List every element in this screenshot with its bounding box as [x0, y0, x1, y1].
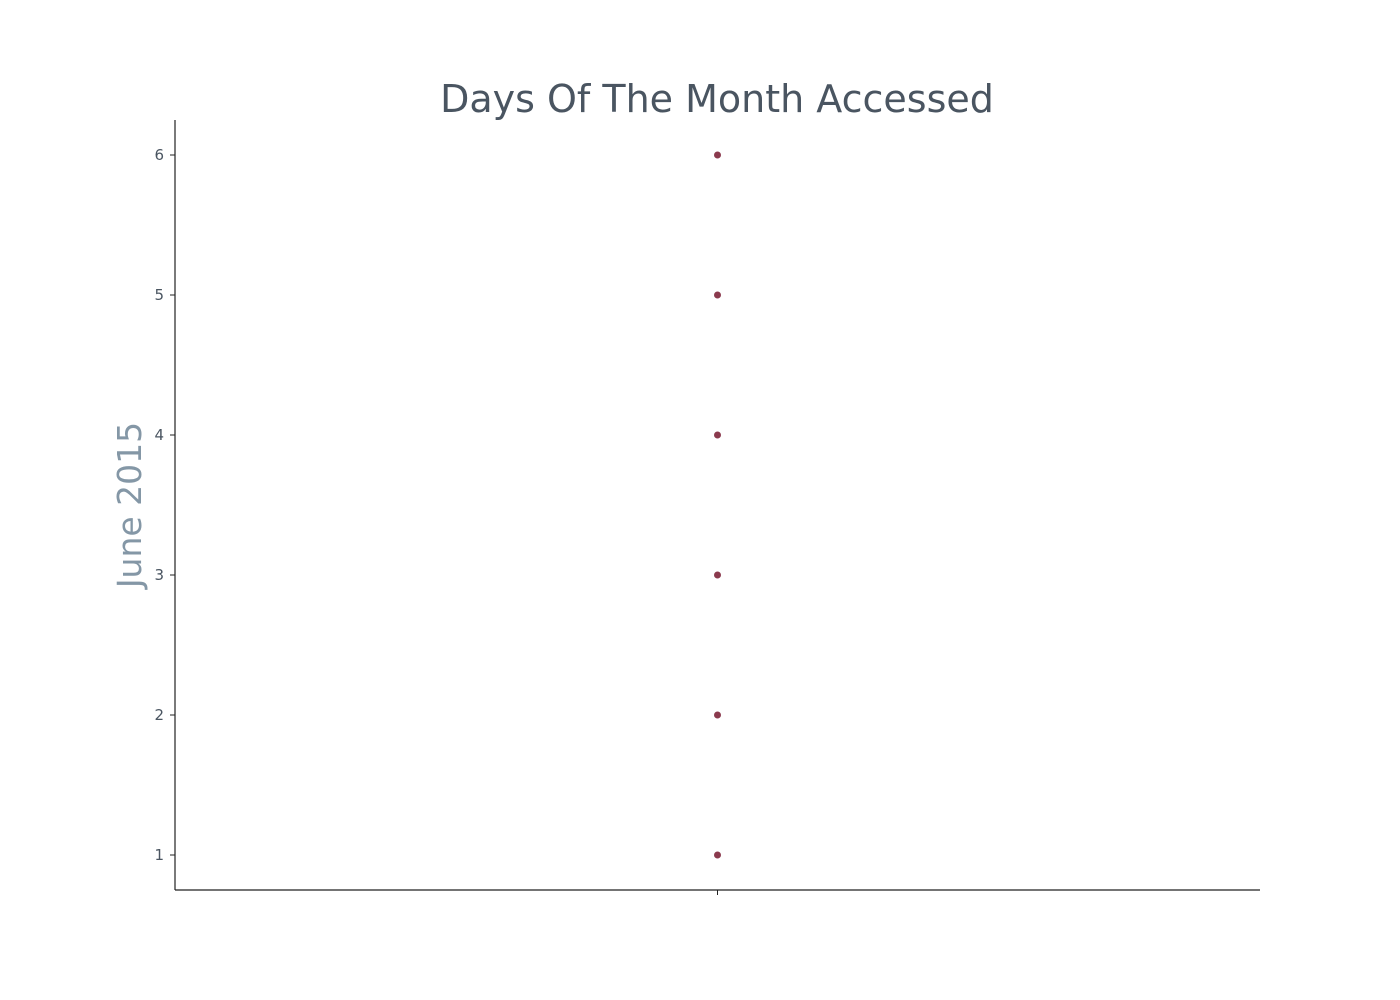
y-tick-label: 4 [154, 426, 164, 444]
y-tick-label: 3 [154, 566, 164, 584]
data-points [714, 151, 721, 859]
data-point [714, 711, 721, 719]
data-point [714, 151, 721, 159]
y-axis-label: June 2015 [110, 422, 149, 590]
data-point [714, 291, 721, 299]
y-axis-ticks: 1 2 3 4 5 6 [154, 146, 175, 864]
y-tick-label: 6 [154, 146, 164, 164]
y-tick-label: 1 [154, 846, 164, 864]
data-point [714, 851, 721, 859]
y-tick-label: 5 [154, 286, 164, 304]
data-point [714, 571, 721, 579]
y-tick-label: 2 [154, 706, 164, 724]
chart-title: Days Of The Month Accessed [440, 77, 994, 121]
data-point [714, 431, 721, 439]
